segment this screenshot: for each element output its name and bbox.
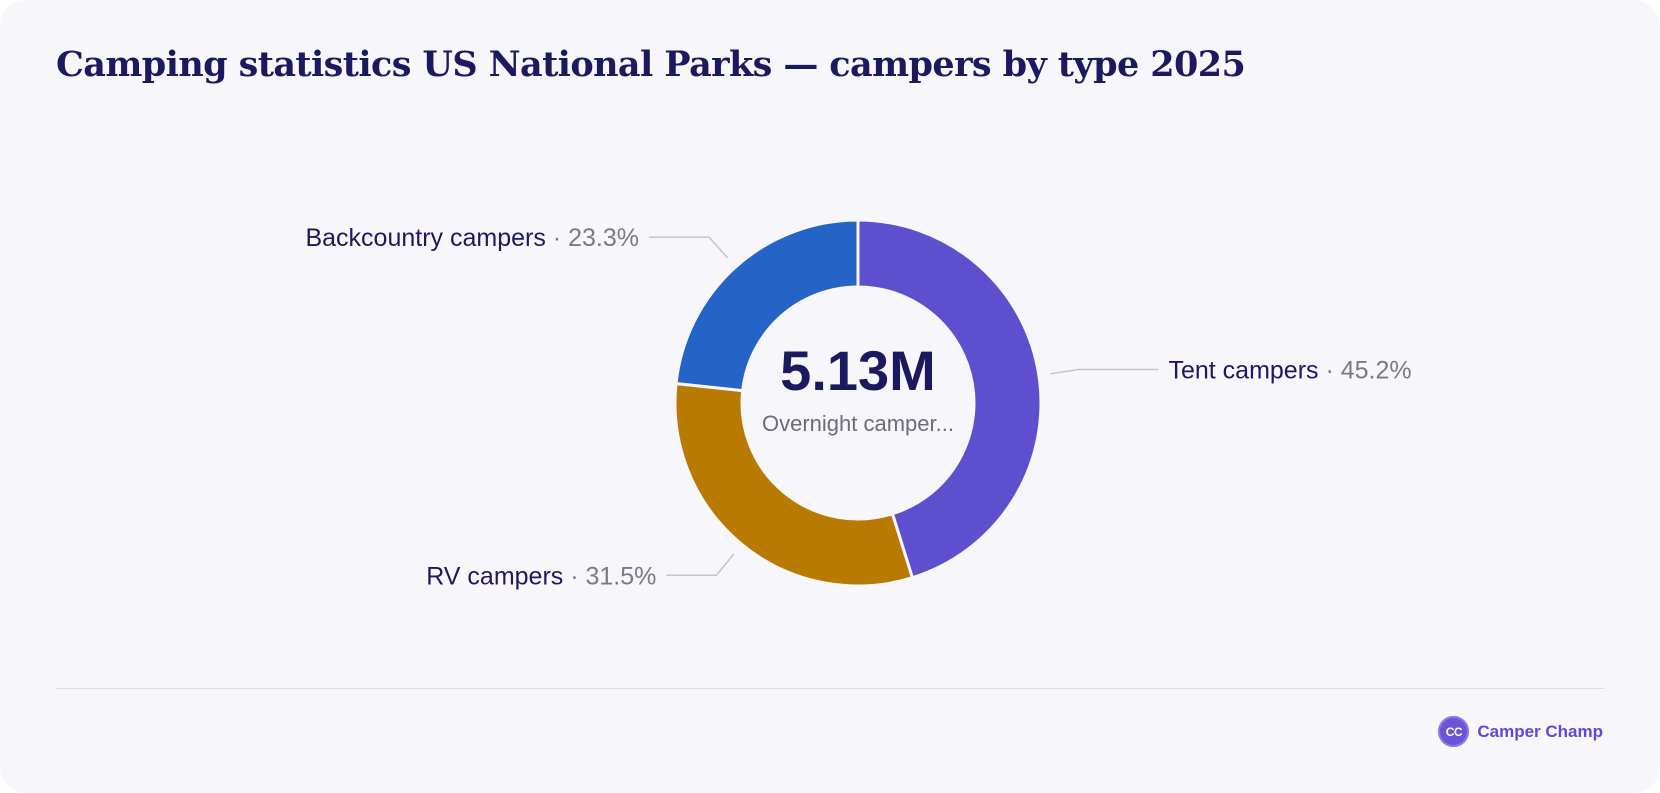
slice-label-separator: · bbox=[546, 224, 568, 252]
slice-label-value: 31.5% bbox=[586, 562, 657, 590]
slice-label-value: 23.3% bbox=[568, 224, 639, 252]
center-value: 5.13M bbox=[780, 339, 936, 402]
center-label: Overnight camper... bbox=[762, 411, 954, 436]
footer-divider bbox=[56, 688, 1604, 689]
slice-labels: Tent campers · 45.2% RV campers · 31.5% Ba… bbox=[305, 224, 1411, 590]
brand-logo-icon: CC bbox=[1438, 716, 1470, 747]
slice-label: Backcountry campers · 23.3% bbox=[305, 224, 638, 252]
donut-chart: Tent campers · 45.2% RV campers · 31.5% Ba… bbox=[305, 218, 1412, 590]
leader-lines bbox=[648, 236, 1159, 577]
chart-title: Camping statistics US National Parks — c… bbox=[56, 44, 1246, 85]
slice-label-separator: · bbox=[563, 562, 585, 590]
slice-label-separator: · bbox=[1319, 356, 1341, 384]
slice-label-name: Tent campers bbox=[1168, 356, 1318, 384]
leader-line bbox=[1050, 368, 1159, 375]
slice-backcountry-campers[interactable] bbox=[674, 218, 860, 393]
slice-label-name: Backcountry campers bbox=[305, 224, 545, 252]
slice-label-value: 45.2% bbox=[1341, 356, 1412, 384]
slice-label-name: RV campers bbox=[426, 562, 563, 590]
slice-tent-campers[interactable] bbox=[856, 218, 1043, 580]
slice-label: Tent campers · 45.2% bbox=[1168, 356, 1411, 384]
brand[interactable]: CC Camper Champ bbox=[1438, 716, 1603, 747]
brand-name: Camper Champ bbox=[1477, 721, 1603, 741]
slice-label: RV campers · 31.5% bbox=[426, 562, 656, 590]
slice-rv-campers[interactable] bbox=[673, 381, 915, 588]
donut-slices bbox=[673, 218, 1043, 588]
leader-line bbox=[666, 553, 735, 577]
leader-line bbox=[648, 236, 729, 259]
